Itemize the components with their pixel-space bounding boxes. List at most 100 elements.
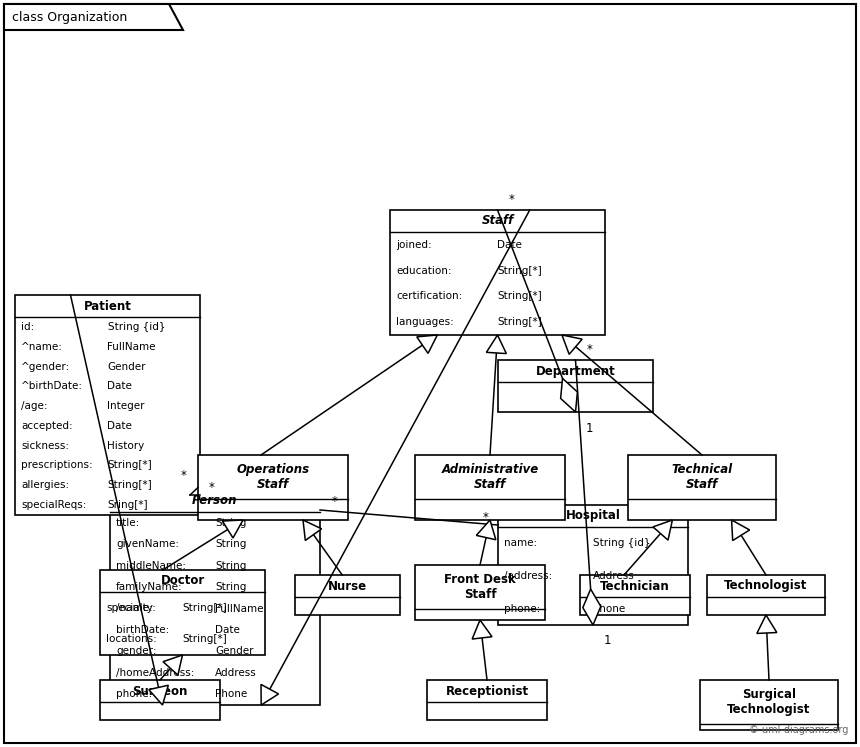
Polygon shape xyxy=(562,335,582,354)
Polygon shape xyxy=(163,655,182,675)
Polygon shape xyxy=(223,520,243,538)
Polygon shape xyxy=(757,615,777,633)
Text: String[*]: String[*] xyxy=(497,291,543,301)
Text: Gender: Gender xyxy=(108,362,146,371)
Text: 1: 1 xyxy=(586,421,593,435)
Polygon shape xyxy=(303,520,322,541)
Text: specialty:: specialty: xyxy=(106,603,156,613)
Polygon shape xyxy=(732,520,750,541)
Text: Phone: Phone xyxy=(593,604,625,614)
Text: Surgeon: Surgeon xyxy=(132,684,187,698)
Text: prescriptions:: prescriptions: xyxy=(21,460,93,471)
Text: Front Desk
Staff: Front Desk Staff xyxy=(444,573,516,601)
Text: education:: education: xyxy=(396,266,452,276)
Text: Date: Date xyxy=(497,240,522,250)
Text: String[*]: String[*] xyxy=(108,480,152,490)
Text: birthDate:: birthDate: xyxy=(116,625,169,635)
Bar xyxy=(580,575,690,615)
Text: Hospital: Hospital xyxy=(566,509,620,522)
Text: givenName:: givenName: xyxy=(116,539,179,549)
Text: Surgical
Technologist: Surgical Technologist xyxy=(728,688,811,716)
Text: Sring[*]: Sring[*] xyxy=(108,500,148,510)
Text: Doctor: Doctor xyxy=(160,574,205,587)
Text: ^birthDate:: ^birthDate: xyxy=(21,381,83,391)
Polygon shape xyxy=(487,335,507,353)
Bar xyxy=(100,570,265,655)
Text: allergies:: allergies: xyxy=(21,480,69,490)
Text: Nurse: Nurse xyxy=(328,580,367,592)
Text: String[*]: String[*] xyxy=(497,266,543,276)
Text: *: * xyxy=(209,480,215,494)
Text: FullName: FullName xyxy=(215,604,263,613)
Text: Date: Date xyxy=(108,381,132,391)
Text: Operations
Staff: Operations Staff xyxy=(237,463,310,491)
Text: Integer: Integer xyxy=(108,401,145,411)
Text: Technical
Staff: Technical Staff xyxy=(672,463,733,491)
Text: Administrative
Staff: Administrative Staff xyxy=(441,463,538,491)
Polygon shape xyxy=(261,684,279,705)
Text: String[*]: String[*] xyxy=(182,603,227,613)
Text: *: * xyxy=(332,495,338,509)
Text: locations:: locations: xyxy=(106,634,157,644)
Text: String: String xyxy=(215,539,246,549)
Text: String {id}: String {id} xyxy=(593,539,650,548)
Text: Receptionist: Receptionist xyxy=(445,684,529,698)
Text: Staff: Staff xyxy=(482,214,513,228)
Text: String: String xyxy=(215,560,246,571)
Text: FullName: FullName xyxy=(108,341,156,352)
Text: *: * xyxy=(587,344,593,356)
Text: String[*]: String[*] xyxy=(182,634,227,644)
Text: String[*]: String[*] xyxy=(497,317,543,327)
Text: History: History xyxy=(108,441,144,450)
Text: Department: Department xyxy=(536,365,616,377)
Text: Address: Address xyxy=(215,668,257,678)
Text: title:: title: xyxy=(116,518,140,527)
Text: familyName:: familyName: xyxy=(116,582,182,592)
Text: String: String xyxy=(215,582,246,592)
Polygon shape xyxy=(472,620,492,639)
Text: /age:: /age: xyxy=(21,401,47,411)
Text: String {id}: String {id} xyxy=(108,322,165,332)
Polygon shape xyxy=(476,520,496,540)
Text: name:: name: xyxy=(504,539,538,548)
Text: Date: Date xyxy=(215,625,240,635)
Text: *: * xyxy=(483,510,489,524)
Text: Technician: Technician xyxy=(600,580,670,592)
Text: Phone: Phone xyxy=(215,689,248,699)
Text: Technologist: Technologist xyxy=(724,580,808,592)
Bar xyxy=(295,575,400,615)
Text: phone:: phone: xyxy=(116,689,152,699)
Bar xyxy=(498,360,653,412)
Text: Person: Person xyxy=(193,495,237,507)
Polygon shape xyxy=(149,685,169,705)
Bar xyxy=(628,455,776,520)
Bar xyxy=(700,680,838,730)
Polygon shape xyxy=(583,589,601,625)
Text: /address:: /address: xyxy=(504,571,552,581)
Text: Gender: Gender xyxy=(215,646,254,657)
Text: © uml-diagrams.org: © uml-diagrams.org xyxy=(748,725,848,735)
Text: /name:: /name: xyxy=(116,604,152,613)
Text: gender:: gender: xyxy=(116,646,157,657)
Bar xyxy=(707,575,825,615)
Text: sickness:: sickness: xyxy=(21,441,69,450)
Text: class Organization: class Organization xyxy=(12,10,127,23)
Polygon shape xyxy=(561,379,577,412)
Text: ^name:: ^name: xyxy=(21,341,63,352)
Polygon shape xyxy=(417,335,437,353)
Polygon shape xyxy=(653,520,673,540)
Text: certification:: certification: xyxy=(396,291,463,301)
Text: joined:: joined: xyxy=(396,240,432,250)
Text: middleName:: middleName: xyxy=(116,560,186,571)
Text: *: * xyxy=(181,469,187,482)
Polygon shape xyxy=(4,4,183,30)
Text: id:: id: xyxy=(21,322,34,332)
Text: 1: 1 xyxy=(603,634,611,648)
Text: ^gender:: ^gender: xyxy=(21,362,71,371)
Bar xyxy=(390,210,605,335)
Text: *: * xyxy=(508,193,514,206)
Bar xyxy=(498,505,688,625)
Text: phone:: phone: xyxy=(504,604,540,614)
Bar xyxy=(15,295,200,515)
Text: specialReqs:: specialReqs: xyxy=(21,500,86,510)
